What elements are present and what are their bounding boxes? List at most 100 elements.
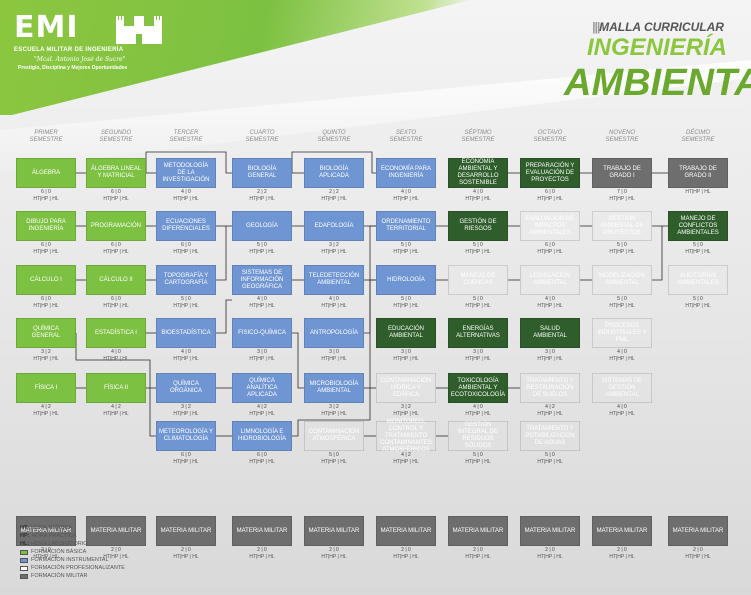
semester-number: OCTAVO <box>537 130 563 136</box>
hours-values: 6 | 0 <box>41 296 51 302</box>
semester-word: SEMESTRE <box>681 137 715 143</box>
course-name[interactable]: METODOLOGÍA DE LA INVESTIGACIÓN <box>156 158 216 188</box>
course-name[interactable]: BIOESTADÍSTICA <box>156 318 216 348</box>
course-name[interactable]: MATERIA MILITAR <box>232 516 292 546</box>
hours-values: 6 | 0 <box>111 296 121 302</box>
course-name[interactable]: MANEJO DE CONFLICTOS AMBIENTALES <box>668 211 728 241</box>
hours-values: 4 | 0 <box>617 404 627 410</box>
course-name[interactable]: ÁLGEBRA <box>16 158 76 188</box>
semester-word: SEMESTRE <box>245 137 279 143</box>
course-hours: 5 | 0 HT|HP | HL <box>304 452 364 466</box>
hours-values: 5 | 0 <box>617 296 627 302</box>
course-name[interactable]: TRATAMIENTO Y RESTAURACIÓN DE SUELOS <box>520 373 580 403</box>
course-name[interactable]: SALUD AMBIENTAL <box>520 318 580 348</box>
hours-values: 5 | 0 <box>473 296 483 302</box>
course-name[interactable]: GESTIÓN DE RIESGOS <box>448 211 508 241</box>
course-name[interactable]: MATERIA MILITAR <box>156 516 216 546</box>
course-name[interactable]: QUÍMICA ORGÁNICA <box>156 373 216 403</box>
hours-label: HT|HP | HL <box>103 411 129 417</box>
course-name[interactable]: FÍSICA II <box>86 373 146 403</box>
hours-values: 2 | 0 <box>693 547 703 553</box>
course-name[interactable]: EDAFOLOGÍA <box>304 211 364 241</box>
course-name[interactable]: TELEDETECCIÓN AMBIENTAL <box>304 265 364 295</box>
course-name[interactable]: QUÍMICA ANALÍTICA APLICADA <box>232 373 292 403</box>
course-name[interactable]: EVALUACIÓN DE IMPACTOS AMBIENTALES <box>520 211 580 241</box>
course-name[interactable]: PROCESOS INDUSTRIALES Y PML <box>592 318 652 348</box>
hours-values: 4 | 0 <box>617 349 627 355</box>
hours-values: 4 | 2 <box>545 404 555 410</box>
course-name[interactable]: MATERIA MILITAR <box>376 516 436 546</box>
course-name[interactable]: CONTAMINACIÓN HÍDRICA Y EDÁFICA <box>376 373 436 403</box>
hours-label: HT|HP | HL <box>537 554 563 560</box>
semester-header-3: TERCER SEMESTRE <box>156 130 216 144</box>
course-name[interactable]: LEGISLACIÓN AMBIENTAL <box>520 265 580 295</box>
course-name[interactable]: MATERIA MILITAR <box>304 516 364 546</box>
course-hours: 2 | 0 HT|HP | HL <box>520 547 580 561</box>
course-name[interactable]: TRATAMIENTO Y POTABILIZACIÓN DE AGUAS <box>520 421 580 451</box>
title-curricular: |||MALLA CURRICULAR <box>592 20 724 34</box>
legend-label: HORA LABORATORIO <box>31 541 88 547</box>
course-hours: 4 | 2 HT|HP | HL <box>520 404 580 418</box>
course-name[interactable]: GESTIÓN INTEGRAL DE RESIDUOS SÓLIDOS <box>448 421 508 451</box>
course-hours: 4 | 0 HT|HP | HL <box>156 349 216 363</box>
course-card: AUDITORÍAS AMBIENTALES 5 | 0 HT|HP | HL <box>668 265 728 310</box>
course-name[interactable]: CÁLCULO I <box>16 265 76 295</box>
hours-values: 4 | 2 <box>257 404 267 410</box>
course-name[interactable]: MATERIA MILITAR <box>86 516 146 546</box>
course-name[interactable]: ANTROPOLOGÍA <box>304 318 364 348</box>
course-name[interactable]: SISTEMAS DE INFORMACIÓN GEOGRÁFICA <box>232 265 292 295</box>
course-name[interactable]: CONTAMINACIÓN ATMOSFÉRICA <box>304 421 364 451</box>
course-name[interactable]: PROGRAMACIÓN <box>86 211 146 241</box>
course-name[interactable]: ORDENAMIENTO TERRITORIAL <box>376 211 436 241</box>
course-name[interactable]: ECUACIONES DIFERENCIALES <box>156 211 216 241</box>
course-name[interactable]: MATERIA MILITAR <box>592 516 652 546</box>
course-name[interactable]: MATERIA MILITAR <box>668 516 728 546</box>
legend-label: FORMACIÓN BÁSICA <box>31 549 87 555</box>
course-hours: 5 | 0 HT|HP | HL <box>448 242 508 256</box>
course-name[interactable]: TOPOGRAFÍA Y CARTOGRAFÍA <box>156 265 216 295</box>
course-name[interactable]: TRABAJO DE GRADO I <box>592 158 652 188</box>
course-name[interactable]: QUÍMICA GENERAL <box>16 318 76 348</box>
course-name[interactable]: MICROBIOLOGÍA AMBIENTAL <box>304 373 364 403</box>
hours-values: 6 | 0 <box>181 242 191 248</box>
course-name[interactable]: ÁLGEBRA LINEAL Y MATRICIAL <box>86 158 146 188</box>
course-name[interactable]: ECONOMÍA AMBIENTAL Y DESARROLLO SOSTENIB… <box>448 158 508 188</box>
course-hours: 3 | 0 HT|HP | HL <box>304 349 364 363</box>
hours-values: 5 | 0 <box>401 296 411 302</box>
course-name[interactable]: MONITOREO, CONTROL Y TRATAMIENTO CONTAMI… <box>376 419 436 453</box>
course-name[interactable]: MODELIZACIÓN AMBIENTAL <box>592 265 652 295</box>
course-name[interactable]: HIDROLOGÍA <box>376 265 436 295</box>
course-name[interactable]: DIBUJO PARA INGENIERÍA <box>16 211 76 241</box>
course-hours: 2 | 0 HT|HP | HL <box>448 547 508 561</box>
hours-values: 2 | 2 <box>329 189 339 195</box>
course-name[interactable]: GEOLOGÍA <box>232 211 292 241</box>
course-name[interactable]: FÍSICA I <box>16 373 76 403</box>
course-name[interactable]: GESTIÓN AMBIENTAL DE PROYECTOS <box>592 211 652 241</box>
course-name[interactable]: MATERIA MILITAR <box>520 516 580 546</box>
course-name[interactable]: LIMNOLOGÍA E HIDROBIOLOGÍA <box>232 421 292 451</box>
course-name[interactable]: MATERIA MILITAR <box>448 516 508 546</box>
course-card: MATERIA MILITAR 2 | 0 HT|HP | HL <box>86 516 146 561</box>
course-card: FISICO-QUÍMICA 3 | 0 HT|HP | HL <box>232 318 292 363</box>
course-name[interactable]: SISTEMAS DE GESTIÓN AMBIENTAL <box>592 373 652 403</box>
course-name[interactable]: EDUCACIÓN AMBIENTAL <box>376 318 436 348</box>
course-name[interactable]: ENERGÍAS ALTERNATIVAS <box>448 318 508 348</box>
course-name[interactable]: AUDITORÍAS AMBIENTALES <box>668 265 728 295</box>
course-name[interactable]: PREPARACIÓN Y EVALUACIÓN DE PROYECTOS <box>520 158 580 188</box>
semester-header-5: QUINTO SEMESTRE <box>304 130 364 144</box>
course-name[interactable]: BIOLOGÍA GENERAL <box>232 158 292 188</box>
course-name[interactable]: BIOLOGÍA APLICADA <box>304 158 364 188</box>
course-name[interactable]: CÁLCULO II <box>86 265 146 295</box>
course-name[interactable]: MANEJO DE CUENCAS <box>448 265 508 295</box>
course-name[interactable]: TOXICOLOGÍA AMBIENTAL Y ECOTOXICOLOGÍA <box>448 373 508 403</box>
course-card: MATERIA MILITAR 2 | 0 HT|HP | HL <box>448 516 508 561</box>
hours-label: HT|HP | HL <box>609 554 635 560</box>
course-card: ECUACIONES DIFERENCIALES 6 | 0 HT|HP | HL <box>156 211 216 256</box>
course-name[interactable]: FISICO-QUÍMICA <box>232 318 292 348</box>
course-name[interactable]: METEOROLOGÍA Y CLIMATOLOGÍA <box>156 421 216 451</box>
course-name[interactable]: ECONOMÍA PARA INGENIERÍA <box>376 158 436 188</box>
course-name[interactable]: MATERIA MILITAR <box>16 516 76 546</box>
hours-label: HT|HP | HL <box>465 303 491 309</box>
course-name[interactable]: ESTADÍSTICA I <box>86 318 146 348</box>
course-name[interactable]: TRABAJO DE GRADO II <box>668 158 728 188</box>
